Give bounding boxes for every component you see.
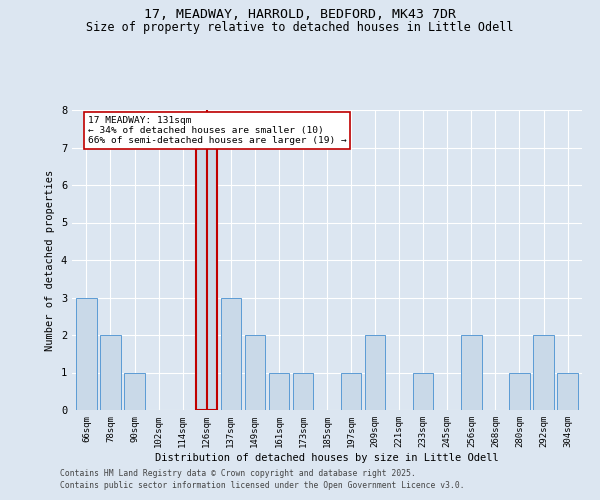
Bar <box>245 335 265 410</box>
Text: Size of property relative to detached houses in Little Odell: Size of property relative to detached ho… <box>86 21 514 34</box>
Text: 17, MEADWAY, HARROLD, BEDFORD, MK43 7DR: 17, MEADWAY, HARROLD, BEDFORD, MK43 7DR <box>144 8 456 20</box>
Text: Contains public sector information licensed under the Open Government Licence v3: Contains public sector information licen… <box>60 481 464 490</box>
Bar <box>124 372 145 410</box>
Bar <box>76 298 97 410</box>
X-axis label: Distribution of detached houses by size in Little Odell: Distribution of detached houses by size … <box>155 452 499 462</box>
Bar <box>413 372 433 410</box>
Bar <box>533 335 554 410</box>
Bar <box>365 335 385 410</box>
Bar <box>557 372 578 410</box>
Text: Contains HM Land Registry data © Crown copyright and database right 2025.: Contains HM Land Registry data © Crown c… <box>60 468 416 477</box>
Text: 17 MEADWAY: 131sqm
← 34% of detached houses are smaller (10)
66% of semi-detache: 17 MEADWAY: 131sqm ← 34% of detached hou… <box>88 116 346 146</box>
Bar <box>509 372 530 410</box>
Bar <box>196 148 217 410</box>
Bar <box>341 372 361 410</box>
Bar <box>293 372 313 410</box>
Bar <box>269 372 289 410</box>
Y-axis label: Number of detached properties: Number of detached properties <box>46 170 55 350</box>
Bar <box>461 335 482 410</box>
Bar <box>221 298 241 410</box>
Bar <box>100 335 121 410</box>
